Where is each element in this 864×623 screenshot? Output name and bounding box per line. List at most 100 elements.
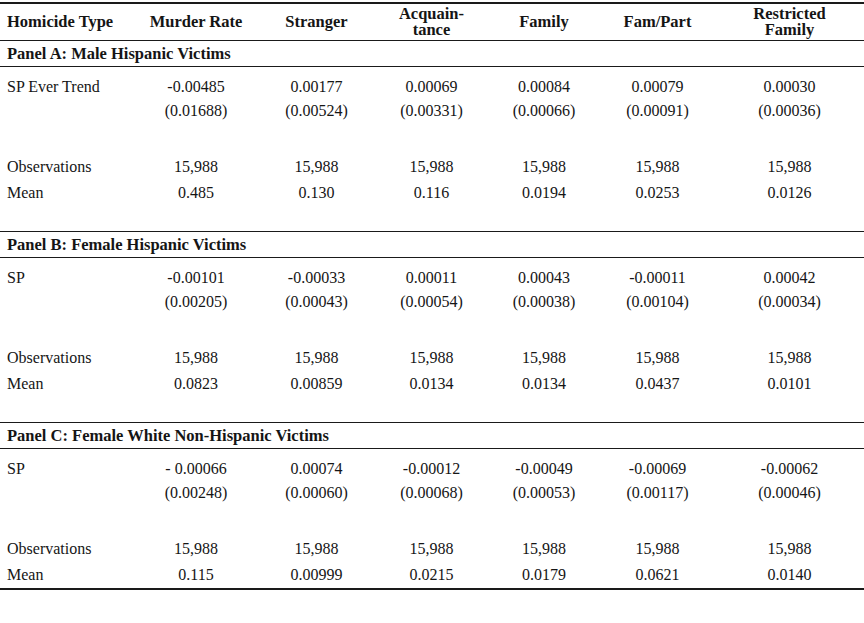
row-label [0, 481, 134, 505]
value-cell: -0.00485 [134, 75, 258, 99]
column-header-murder-rate: Murder Rate [134, 3, 258, 41]
spacer-cell [0, 397, 864, 423]
value-cell: (0.00053) [488, 481, 600, 505]
row-label: Mean [0, 180, 134, 206]
column-header-family: Family [488, 3, 600, 41]
value-cell: -0.00049 [488, 457, 600, 481]
value-cell: (0.00205) [134, 290, 258, 314]
panel-title: Panel A: Male Hispanic Victims [0, 41, 864, 67]
panel-heading-row: Panel C: Female White Non-Hispanic Victi… [0, 423, 864, 449]
value-cell: 0.0126 [715, 180, 864, 206]
row-label: SP [0, 457, 134, 481]
value-cell: 15,988 [600, 536, 715, 562]
panel-title: Panel B: Female Hispanic Victims [0, 232, 864, 258]
value-cell: 0.00177 [258, 75, 375, 99]
value-cell: -0.00101 [134, 266, 258, 290]
value-cell: 0.0621 [600, 562, 715, 589]
spacer-row [0, 505, 864, 536]
spacer-cell [0, 123, 864, 154]
value-cell: (0.00043) [258, 290, 375, 314]
value-cell: (0.00066) [488, 99, 600, 123]
value-cell: (0.00054) [375, 290, 488, 314]
panel-heading-row: Panel B: Female Hispanic Victims [0, 232, 864, 258]
regression-results-table: Homicide Type Murder Rate Stranger Acqua… [0, 2, 864, 590]
value-cell: -0.00012 [375, 457, 488, 481]
value-cell: 15,988 [375, 154, 488, 180]
observations-row: Observations15,98815,98815,98815,98815,9… [0, 154, 864, 180]
std-error-row: (0.00205)(0.00043)(0.00054)(0.00038)(0.0… [0, 290, 864, 314]
value-cell: 0.0194 [488, 180, 600, 206]
row-label: SP Ever Trend [0, 75, 134, 99]
value-cell: 15,988 [715, 154, 864, 180]
spacer-cell [0, 258, 864, 267]
row-label: SP [0, 266, 134, 290]
table-body: Panel A: Male Hispanic Victims SP Ever Tr… [0, 41, 864, 590]
value-cell: 0.0215 [375, 562, 488, 589]
value-cell: (0.00034) [715, 290, 864, 314]
value-cell: -0.00062 [715, 457, 864, 481]
value-cell: 15,988 [258, 154, 375, 180]
column-header-acquaintance: Acquain- tance [375, 3, 488, 41]
spacer-cell [0, 206, 864, 232]
value-cell: (0.00046) [715, 481, 864, 505]
value-cell: 0.485 [134, 180, 258, 206]
value-cell: 0.115 [134, 562, 258, 589]
row-label: Mean [0, 562, 134, 589]
value-cell: 0.0134 [375, 371, 488, 397]
value-cell: 0.0437 [600, 371, 715, 397]
value-cell: (0.01688) [134, 99, 258, 123]
value-cell: -0.00069 [600, 457, 715, 481]
value-cell: 15,988 [134, 154, 258, 180]
value-cell: 15,988 [375, 536, 488, 562]
panel-title: Panel C: Female White Non-Hispanic Victi… [0, 423, 864, 449]
value-cell: -0.00011 [600, 266, 715, 290]
value-cell: 15,988 [488, 345, 600, 371]
mean-row: Mean0.1150.009990.02150.01790.06210.0140 [0, 562, 864, 589]
row-label: Observations [0, 536, 134, 562]
row-label: Mean [0, 371, 134, 397]
spacer-row [0, 67, 864, 76]
value-cell: 0.130 [258, 180, 375, 206]
value-cell: 0.0134 [488, 371, 600, 397]
observations-row: Observations15,98815,98815,98815,98815,9… [0, 536, 864, 562]
spacer-cell [0, 314, 864, 345]
value-cell: 0.00011 [375, 266, 488, 290]
spacer-row [0, 314, 864, 345]
value-cell: 0.116 [375, 180, 488, 206]
value-cell: - 0.00066 [134, 457, 258, 481]
value-cell: 15,988 [375, 345, 488, 371]
value-cell: 0.0823 [134, 371, 258, 397]
spacer-cell [0, 449, 864, 458]
value-cell: 0.0253 [600, 180, 715, 206]
value-cell: -0.00033 [258, 266, 375, 290]
value-cell: 0.00859 [258, 371, 375, 397]
column-header-homicide-type: Homicide Type [0, 3, 134, 41]
value-cell: (0.00331) [375, 99, 488, 123]
value-cell: 15,988 [258, 345, 375, 371]
row-label: Observations [0, 345, 134, 371]
paper-page: Homicide Type Murder Rate Stranger Acqua… [0, 0, 864, 623]
spacer-row [0, 206, 864, 232]
column-header-fam-part: Fam/Part [600, 3, 715, 41]
mean-row: Mean0.4850.1300.1160.01940.02530.0126 [0, 180, 864, 206]
value-cell: 15,988 [134, 536, 258, 562]
value-cell: (0.00248) [134, 481, 258, 505]
header-row: Homicide Type Murder Rate Stranger Acqua… [0, 3, 864, 41]
std-error-row: (0.01688)(0.00524)(0.00331)(0.00066)(0.0… [0, 99, 864, 123]
column-header-stranger: Stranger [258, 3, 375, 41]
std-error-row: (0.00248)(0.00060)(0.00068)(0.00053)(0.0… [0, 481, 864, 505]
value-cell: (0.00091) [600, 99, 715, 123]
spacer-row [0, 449, 864, 458]
value-cell: 15,988 [488, 536, 600, 562]
spacer-row [0, 397, 864, 423]
value-cell: 0.00999 [258, 562, 375, 589]
spacer-row [0, 123, 864, 154]
value-cell: 0.00030 [715, 75, 864, 99]
value-cell: (0.00038) [488, 290, 600, 314]
value-cell: (0.00104) [600, 290, 715, 314]
column-header-restricted-family: Restricted Family [715, 3, 864, 41]
value-cell: (0.00036) [715, 99, 864, 123]
row-label [0, 99, 134, 123]
value-cell: (0.00117) [600, 481, 715, 505]
panel-heading-row: Panel A: Male Hispanic Victims [0, 41, 864, 67]
